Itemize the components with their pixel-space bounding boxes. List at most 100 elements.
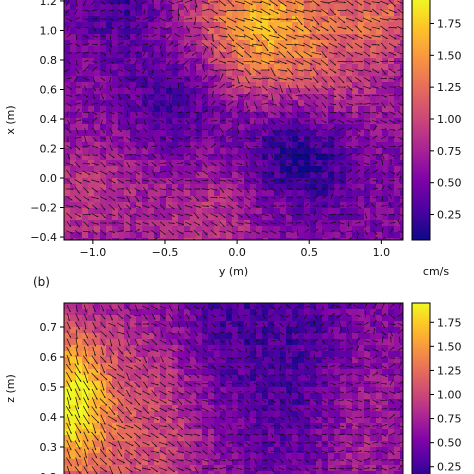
heatmap-cell — [268, 220, 275, 227]
heatmap-cell — [154, 106, 161, 113]
heatmap-cell — [226, 226, 233, 233]
heatmap-cell — [286, 124, 293, 131]
heatmap-cell — [280, 208, 287, 215]
quiver-arrow-head — [231, 207, 234, 209]
quiver-arrow-head — [307, 137, 310, 140]
heatmap-cell — [382, 196, 389, 203]
heatmap-cell — [340, 184, 347, 191]
quiver-arrow-head — [393, 129, 396, 131]
quiver-arrow-head — [69, 131, 71, 133]
heatmap-cell — [70, 447, 77, 454]
quiver-arrow-head — [189, 136, 191, 138]
heatmap-cell — [70, 303, 77, 310]
heatmap-cell — [100, 94, 107, 101]
heatmap-cell — [262, 58, 269, 65]
heatmap-cell — [148, 118, 155, 125]
heatmap-cell — [322, 82, 329, 89]
heatmap-cell — [208, 28, 215, 35]
heatmap-cell — [94, 64, 101, 71]
quiver-arrow-head — [132, 78, 134, 81]
heatmap-cell — [286, 64, 293, 71]
heatmap-cell — [256, 64, 263, 71]
heatmap-cell — [388, 148, 395, 155]
heatmap-cell — [364, 94, 371, 101]
heatmap-cell — [112, 70, 119, 77]
quiver-arrow-head — [231, 127, 233, 129]
quiver-arrow-head — [193, 101, 196, 104]
heatmap-cell — [328, 22, 335, 29]
heatmap-cell — [232, 112, 239, 119]
quiver-arrow-head — [154, 198, 157, 201]
heatmap-cell — [112, 339, 119, 346]
heatmap-cell — [346, 226, 353, 233]
heatmap-cell — [94, 375, 101, 382]
heatmap-cell — [286, 172, 293, 179]
heatmap-cell — [370, 208, 377, 215]
heatmap-cell — [376, 52, 383, 59]
quiver-arrow-head — [239, 110, 242, 113]
heatmap-cell — [178, 40, 185, 47]
heatmap-cell — [268, 190, 275, 197]
heatmap-cell — [226, 154, 233, 161]
heatmap-cell — [70, 160, 77, 167]
quiver-arrow-head — [121, 222, 124, 225]
heatmap-cell — [274, 106, 281, 113]
quiver-arrow-head — [128, 88, 130, 90]
heatmap-cell — [400, 208, 403, 215]
heatmap-cell — [226, 136, 233, 143]
heatmap-cell — [154, 220, 161, 227]
heatmap-cell — [250, 184, 257, 191]
heatmap-cell — [304, 40, 311, 47]
quiver-arrow-head — [334, 213, 336, 216]
heatmap-cell — [106, 130, 113, 137]
quiver-arrow-head — [352, 37, 355, 40]
heatmap-cell — [106, 375, 113, 382]
heatmap-cell — [214, 34, 221, 41]
heatmap-cell — [316, 190, 323, 197]
heatmap-cell — [70, 327, 77, 334]
heatmap-cell — [364, 10, 371, 17]
quiver-arrow-head — [96, 163, 99, 166]
quiver-arrow-head — [290, 180, 293, 183]
heatmap-cell — [172, 100, 179, 107]
heatmap-cell — [250, 28, 257, 35]
heatmap-cell — [76, 208, 83, 215]
heatmap-cell — [340, 46, 347, 53]
heatmap-cell — [160, 148, 167, 155]
quiver-arrow-head — [172, 233, 174, 236]
heatmap-cell — [274, 166, 281, 173]
quiver-arrow-head — [83, 3, 85, 6]
quiver-arrow-head — [128, 165, 130, 168]
quiver-arrow-head — [324, 180, 326, 183]
quiver-arrow-head — [78, 94, 81, 97]
quiver-arrow-head — [189, 127, 191, 130]
heatmap-cell — [328, 106, 335, 113]
heatmap-cell — [292, 196, 299, 203]
quiver-arrow-head — [66, 29, 69, 32]
heatmap-cell — [106, 118, 113, 125]
heatmap-cell — [172, 64, 179, 71]
heatmap-cell — [382, 232, 389, 239]
heatmap-cell — [82, 172, 89, 179]
heatmap-cell — [70, 238, 77, 240]
heatmap-cell — [76, 405, 83, 412]
heatmap-cell — [178, 88, 185, 95]
heatmap-cell — [166, 172, 173, 179]
heatmap-cell — [142, 184, 149, 191]
heatmap-cell — [202, 214, 209, 221]
heatmap-cell — [94, 130, 101, 137]
heatmap-cell — [76, 64, 83, 71]
heatmap-cell — [274, 46, 281, 53]
quiver-arrow-head — [146, 163, 149, 166]
heatmap-cell — [274, 142, 281, 149]
heatmap-cell — [160, 202, 167, 209]
heatmap-cell — [334, 76, 341, 83]
quiver-arrow-head — [260, 44, 263, 47]
quiver-arrow-head — [205, 110, 208, 112]
quiver-arrow-head — [70, 216, 73, 219]
quiver-arrow-head — [393, 4, 396, 7]
heatmap-cell — [340, 10, 347, 17]
quiver-arrow-head — [163, 86, 165, 89]
heatmap-cell — [166, 118, 173, 125]
heatmap-cell — [172, 16, 179, 23]
